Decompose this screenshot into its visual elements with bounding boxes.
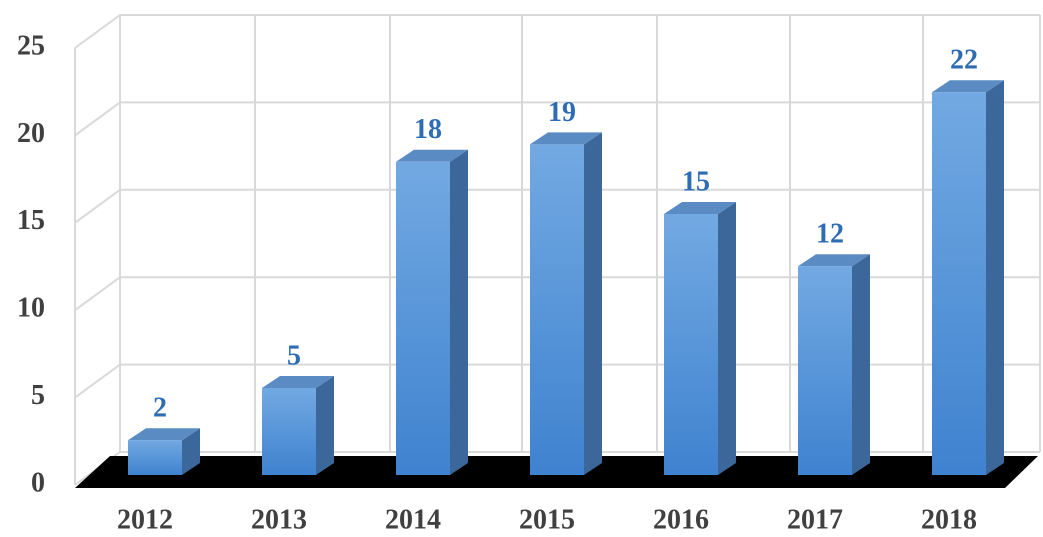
bar [262,388,316,475]
x-tick-label: 2014 [385,504,441,535]
y-tick-label: 20 [17,118,45,149]
x-tick-label: 2015 [519,504,575,535]
bar-side [182,428,200,475]
y-tick-label: 10 [17,293,45,324]
grid-line [74,14,1040,49]
bar-top [932,80,1004,93]
bar [798,266,852,475]
bar [664,214,718,475]
bars: 2 5 18 19 15 12 22 [128,45,1004,476]
bar [128,440,182,475]
bar-side [450,149,468,476]
grid-line [74,188,1040,224]
value-label: 12 [816,219,844,250]
value-label: 15 [682,166,710,197]
y-tick-label: 5 [31,380,45,411]
grid-line [74,101,1040,137]
x-tick-label: 2012 [117,504,173,535]
bar [396,161,450,476]
value-label: 5 [287,340,301,371]
x-tick-label: 2016 [653,504,709,535]
bar-side [718,202,736,475]
value-label: 19 [548,97,576,128]
bar-top [396,149,468,162]
bar-top [530,132,602,145]
bar-top [128,428,200,441]
bar-top [798,254,870,267]
y-tick-label: 0 [31,467,45,498]
bar-top [262,376,334,388]
y-tick-label: 25 [17,30,45,61]
bar-side [316,376,334,475]
y-tick-label: 15 [17,205,45,236]
x-tick-label: 2018 [921,504,977,535]
value-label: 22 [950,45,978,76]
bar-top [664,202,736,214]
bar-side [852,254,870,475]
bar [530,144,584,475]
bar [932,92,986,475]
x-tick-label: 2017 [787,504,843,535]
value-label: 18 [414,114,442,145]
bar-side [986,80,1004,475]
bar-side [584,132,602,475]
value-label: 2 [153,393,167,424]
x-tick-label: 2013 [251,504,307,535]
